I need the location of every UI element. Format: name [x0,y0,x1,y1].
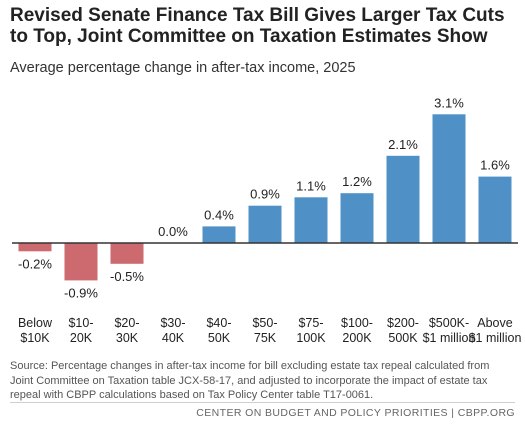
x-tick-label-9-1: $1 million [423,331,476,345]
chart-title: Revised Senate Finance Tax Bill Gives La… [10,5,515,47]
x-tick-label-6-0: $75- [298,316,323,330]
bar-9 [432,114,466,243]
x-tick-label-7-0: $100- [341,316,373,330]
x-tick-label-2-1: 30K [116,331,139,345]
x-tick-label-3-1: 40K [162,331,185,345]
data-label-6: 1.1% [296,178,326,193]
data-label-8: 2.1% [388,137,418,152]
bar-2 [110,243,144,264]
bar-chart: -0.2% Below$10K -0.9% $10-20K -0.5% $20-30K 0.… [12,95,522,345]
x-tick-label-5-1: 75K [254,331,277,345]
x-tick-label-2-0: $20- [114,316,139,330]
footer-divider [10,402,515,403]
data-label-2: -0.5% [110,269,144,284]
source-note: Source: Percentage changes in after-tax … [10,360,490,401]
data-label-3: 0.0% [158,224,188,239]
data-label-9: 3.1% [434,95,464,110]
x-tick-label-6-1: 100K [296,331,326,345]
bar-10 [478,176,512,243]
x-tick-label-10-1: $1 million [469,331,522,345]
x-tick-label-3-0: $30- [160,316,185,330]
x-tick-label-4-0: $40- [206,316,231,330]
bar-6 [294,197,328,243]
chart-subtitle: Average percentage change in after-tax i… [10,60,356,76]
data-label-1: -0.9% [64,285,98,300]
chart-title-line-1: Revised Senate Finance Tax Bill Gives La… [10,5,505,26]
credit-line: CENTER ON BUDGET AND POLICY PRIORITIES |… [196,407,515,419]
bar-1 [64,243,98,281]
x-tick-label-8-1: 500K [388,331,418,345]
bar-4 [202,226,236,243]
bar-8 [386,155,420,243]
x-tick-label-1-0: $10- [68,316,93,330]
x-tick-label-9-0: $500K- [429,316,469,330]
x-tick-label-0-1: $10K [20,331,50,345]
data-label-4: 0.4% [204,207,234,222]
x-tick-label-1-1: 20K [70,331,93,345]
data-label-10: 1.6% [480,158,510,173]
bar-7 [340,193,374,243]
bar-0 [18,243,52,252]
x-tick-label-0-0: Below [18,316,53,330]
bar-5 [248,205,282,244]
x-tick-label-8-0: $200- [387,316,419,330]
x-tick-label-5-0: $50- [252,316,277,330]
x-tick-label-7-1: 200K [342,331,372,345]
data-label-5: 0.9% [250,187,280,202]
chart-title-line-2: to Top, Joint Committee on Taxation Esti… [10,26,488,47]
x-tick-label-10-0: Above [477,316,512,330]
data-label-0: -0.2% [18,256,52,271]
data-label-7: 1.2% [342,174,372,189]
x-tick-label-4-1: 50K [208,331,231,345]
